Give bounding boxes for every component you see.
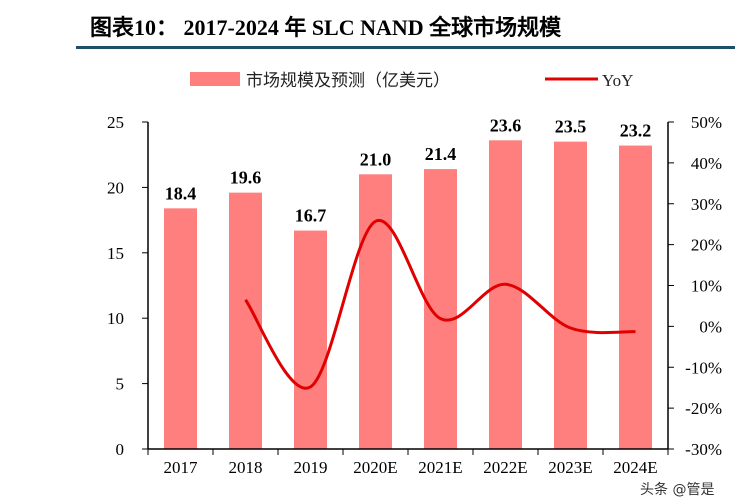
data-label: 18.4 [165, 183, 197, 203]
right-tick-label: 10% [691, 277, 722, 296]
right-tick-label: 30% [691, 195, 722, 214]
x-tick-label: 2022E [483, 458, 527, 477]
data-label: 21.0 [360, 149, 392, 169]
legend-line-label: YoY [602, 71, 633, 90]
x-tick-label: 2023E [548, 458, 592, 477]
left-tick-label: 25 [107, 113, 124, 132]
right-tick-label: -30% [685, 440, 722, 459]
bar-2021E [424, 169, 457, 449]
data-label: 16.7 [295, 206, 327, 226]
chart-title: 图表10： 2017-2024 年 SLC NAND 全球市场规模 [90, 15, 562, 40]
data-label: 21.4 [425, 144, 457, 164]
left-tick-label: 10 [107, 309, 124, 328]
x-tick-label: 2021E [418, 458, 462, 477]
legend-bar-swatch [190, 72, 240, 86]
x-tick-label: 2017 [164, 458, 199, 477]
left-tick-label: 20 [107, 178, 124, 197]
right-tick-label: 50% [691, 113, 722, 132]
data-label: 23.5 [555, 117, 587, 137]
left-tick-label: 0 [116, 440, 125, 459]
right-tick-label: -20% [685, 399, 722, 418]
bar-2023E [554, 141, 587, 449]
watermark: 头条 @管是 [640, 482, 715, 498]
bar-2020E [359, 174, 392, 449]
left-tick-label: 5 [116, 375, 125, 394]
data-label: 19.6 [230, 168, 262, 188]
data-label: 23.2 [620, 121, 652, 141]
title-divider [76, 46, 735, 49]
yoy-line [244, 219, 636, 390]
data-label: 23.6 [490, 115, 522, 135]
right-tick-label: -10% [685, 358, 722, 377]
bar-2019 [294, 230, 327, 449]
bar-2017 [164, 208, 197, 449]
bar-2022E [489, 140, 522, 449]
left-tick-label: 15 [107, 244, 124, 263]
x-tick-label: 2018 [229, 458, 263, 477]
right-tick-label: 40% [691, 154, 722, 173]
legend-bar-label: 市场规模及预测（亿美元） [246, 71, 450, 90]
right-tick-label: 0% [699, 317, 722, 336]
x-tick-label: 2020E [353, 458, 397, 477]
x-tick-label: 2019 [294, 458, 328, 477]
right-tick-label: 20% [691, 236, 722, 255]
bar-2024E [619, 145, 652, 449]
x-tick-label: 2024E [613, 458, 657, 477]
